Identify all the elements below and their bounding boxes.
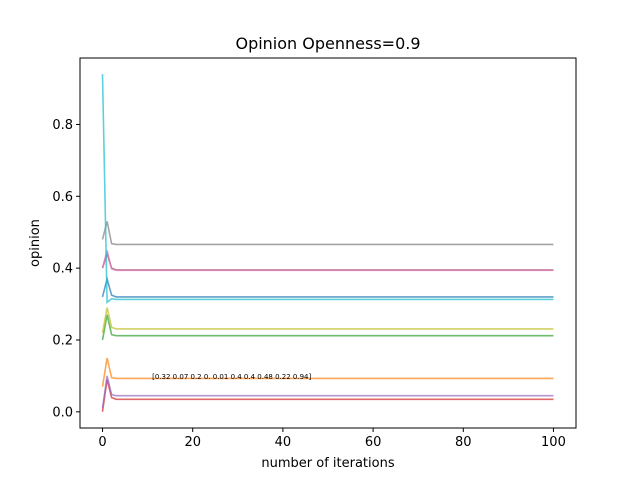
series-line-3 — [101, 314, 554, 341]
series-line-5 — [101, 375, 554, 409]
series-line-2 — [101, 357, 554, 387]
initial-opinions-annotation: [0.32 0.07 0.2 0. 0.01 0.4 0.4 0.48 0.22… — [152, 373, 311, 381]
series-lines — [101, 74, 554, 412]
y-tick-label: 0.0 — [52, 405, 73, 420]
x-tick-label: 100 — [541, 435, 566, 450]
x-tick-label: 80 — [455, 435, 472, 450]
x-tick-label: 0 — [98, 435, 106, 450]
y-axis-label: opinion — [28, 219, 43, 267]
chart-title: Opinion Openness=0.9 — [235, 34, 420, 53]
series-line-10 — [101, 74, 554, 304]
y-tick-label: 0.2 — [52, 333, 73, 348]
x-tick-label: 40 — [275, 435, 292, 450]
plot-frame — [79, 57, 577, 429]
y-axis-ticks: 0.0 0.2 0.4 0.6 0.8 — [52, 118, 80, 420]
x-axis-ticks: 0 20 40 60 80 100 — [98, 428, 566, 450]
y-tick-label: 0.4 — [52, 262, 73, 277]
series-line-1 — [101, 275, 554, 298]
x-tick-label: 20 — [184, 435, 201, 450]
y-tick-label: 0.6 — [52, 190, 73, 205]
series-line-7 — [101, 250, 554, 272]
y-tick-label: 0.8 — [52, 118, 73, 133]
x-tick-label: 60 — [365, 435, 382, 450]
x-axis-label: number of iterations — [261, 456, 394, 471]
series-line-6 — [101, 251, 554, 271]
series-line-8 — [101, 221, 554, 246]
series-line-9 — [101, 307, 554, 333]
